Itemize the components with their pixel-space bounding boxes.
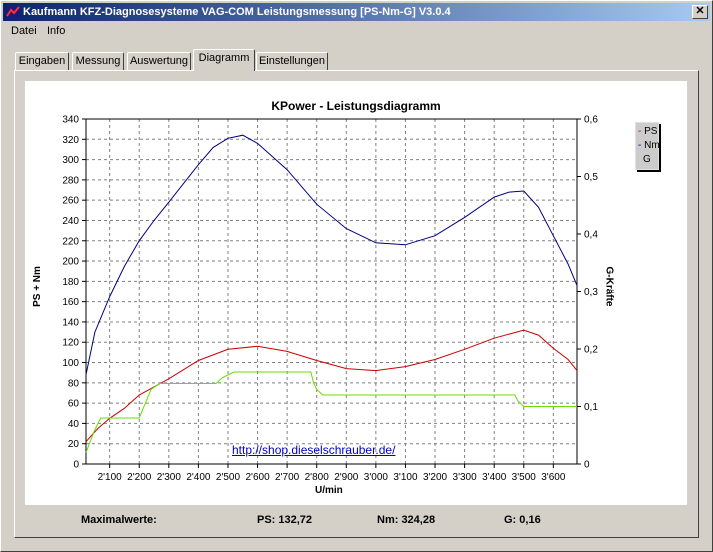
- y-left-tick-label: 280: [62, 175, 79, 186]
- y-left-tick-label: 40: [68, 419, 80, 430]
- y-right-tick-label: 0,1: [584, 402, 598, 413]
- x-tick-label: 2'600: [245, 472, 270, 483]
- y-left-tick-label: 340: [62, 115, 79, 126]
- shop-link[interactable]: http://shop.dieselschrauber.de/: [232, 443, 396, 457]
- tab-einstellungen[interactable]: Einstellungen: [256, 52, 328, 70]
- x-tick-label: 3'400: [482, 472, 507, 483]
- y-left-tick-label: 60: [68, 399, 80, 410]
- tab-auswertung[interactable]: Auswertung: [127, 52, 191, 70]
- x-tick-label: 2'700: [275, 472, 300, 483]
- y-left-tick-label: 200: [62, 257, 79, 268]
- y-left-tick-label: 0: [73, 460, 79, 471]
- y-right-tick-label: 0,6: [584, 115, 598, 126]
- app-icon: [5, 4, 21, 20]
- series-line-ps: [85, 329, 578, 443]
- y-left-tick-label: 80: [68, 378, 80, 389]
- legend-item-ps: - PS: [638, 126, 658, 137]
- y-left-tick-label: 320: [62, 135, 79, 146]
- max-nm-value: Nm: 324,28: [377, 514, 436, 526]
- x-tick-label: 2'900: [334, 472, 359, 483]
- y-axis-left-label: PS + Nm: [31, 266, 43, 307]
- max-values-label: Maximalwerte:: [81, 514, 157, 526]
- x-tick-label: 3'100: [393, 472, 418, 483]
- x-tick-label: 3'300: [453, 472, 478, 483]
- x-tick-label: 3'600: [541, 472, 566, 483]
- chart-legend: - PS - Nm G: [635, 122, 660, 170]
- max-g-value: G: 0,16: [504, 514, 541, 526]
- menu-datei[interactable]: Datei: [11, 25, 37, 37]
- x-axis-label: U/min: [315, 485, 343, 496]
- x-tick-label: 2'500: [216, 472, 241, 483]
- y-left-tick-label: 240: [62, 216, 79, 227]
- x-tick-label: 3'000: [364, 472, 389, 483]
- x-tick-label: 3'500: [512, 472, 537, 483]
- x-tick-label: 2'200: [127, 472, 152, 483]
- y-right-tick-label: 0: [584, 460, 590, 471]
- chart-title: KPower - Leistungsdiagramm: [271, 99, 441, 113]
- max-ps-value: PS: 132,72: [257, 514, 313, 526]
- y-right-tick-label: 0,5: [584, 172, 598, 183]
- y-left-tick-label: 260: [62, 196, 79, 207]
- chart-area: KPower - Leistungsdiagramm 0 20 40 60 80 100 1…: [25, 81, 687, 505]
- x-tick-label: 2'300: [157, 472, 182, 483]
- series-line-nm: [85, 134, 578, 375]
- y-left-tick-label: 300: [62, 155, 79, 166]
- y-left-tick-label: 100: [62, 358, 79, 369]
- x-tick-label: 2'100: [98, 472, 123, 483]
- y-axis-right-label: G-Kräfte: [603, 266, 615, 307]
- tab-diagramm[interactable]: Diagramm: [193, 49, 255, 71]
- y-left-tick-label: 220: [62, 236, 79, 247]
- y-right-tick-label: 0,4: [584, 230, 598, 241]
- chart-plot: 0 20 40 60 80 100 120 140 160 180 200 220 240 260 280 3…: [62, 115, 598, 484]
- y-left-tick-label: 20: [68, 439, 80, 450]
- plot-frame: [85, 118, 578, 465]
- y-right-tick-label: 0,3: [584, 287, 598, 298]
- y-left-tick-label: 180: [62, 277, 79, 288]
- close-button[interactable]: ✕: [692, 5, 708, 19]
- tab-eingaben[interactable]: Eingaben: [15, 52, 69, 70]
- legend-item-g: G: [643, 154, 651, 165]
- tab-messung[interactable]: Messung: [72, 52, 124, 70]
- legend-item-nm: - Nm: [638, 140, 660, 151]
- y-left-tick-label: 160: [62, 297, 79, 308]
- x-tick-label: 2'400: [186, 472, 211, 483]
- diagram-panel: [14, 70, 699, 538]
- title-bar: Kaufmann KFZ-Diagnosesysteme VAG-COM Lei…: [3, 3, 710, 21]
- window-title: Kaufmann KFZ-Diagnosesysteme VAG-COM Lei…: [23, 6, 451, 18]
- x-tick-label: 3'200: [423, 472, 448, 483]
- x-tick-label: 2'800: [305, 472, 330, 483]
- menu-info[interactable]: Info: [47, 25, 66, 37]
- y-left-tick-label: 140: [62, 317, 79, 328]
- y-left-tick-label: 120: [62, 338, 79, 349]
- y-right-tick-label: 0,2: [584, 345, 598, 356]
- series-line-g: [85, 371, 577, 453]
